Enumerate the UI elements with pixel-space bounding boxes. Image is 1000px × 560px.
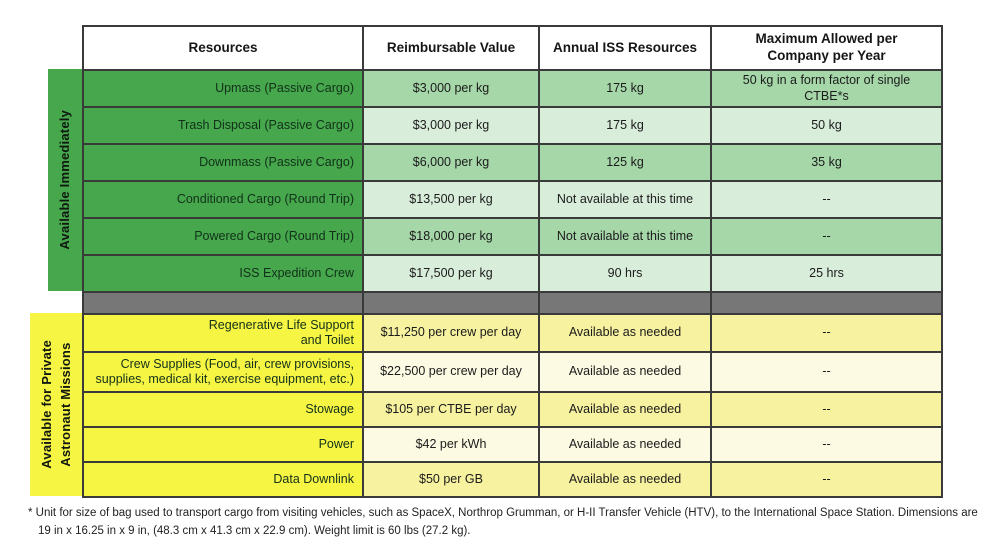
cell-resource: Power [82,426,364,464]
cell-annual: Available as needed [538,313,712,354]
cell-value: $6,000 per kg [362,143,540,183]
cell-resource: Data Downlink [82,461,364,499]
row-regenerative-life-support: Regenerative Life Support and Toilet $11… [82,313,943,354]
cell-max: -- [710,313,943,354]
cell-max: -- [710,217,943,257]
cell-annual: 125 kg [538,143,712,183]
header-row: Resources Reimbursable Value Annual ISS … [82,25,943,71]
row-iss-expedition-crew: ISS Expedition Crew $17,500 per kg 90 hr… [82,254,943,294]
cell-value: $42 per kWh [362,426,540,464]
row-trash-disposal: Trash Disposal (Passive Cargo) $3,000 pe… [82,106,943,146]
section-label-private-astronaut-missions: Available for Private Astronaut Missions [30,313,83,496]
section-label-text: Available for Private Astronaut Missions [38,340,73,469]
cell-max: 50 kg in a form factor of single CTBE*s [710,68,943,109]
separator-cell [710,291,943,316]
cell-value: $13,500 per kg [362,180,540,220]
cell-annual: Not available at this time [538,180,712,220]
separator-row [82,291,943,316]
footnote-line-2: 19 in x 16.25 in x 9 in, (48.3 cm x 41.3… [38,524,471,537]
cell-max: -- [710,461,943,499]
row-downmass: Downmass (Passive Cargo) $6,000 per kg 1… [82,143,943,183]
cell-annual: Available as needed [538,351,712,394]
cell-value: $17,500 per kg [362,254,540,294]
cell-resource: Conditioned Cargo (Round Trip) [82,180,364,220]
cell-max: 35 kg [710,143,943,183]
cell-max: -- [710,391,943,429]
cell-max: -- [710,426,943,464]
cell-annual: Not available at this time [538,217,712,257]
cell-annual: Available as needed [538,391,712,429]
separator-cell [538,291,712,316]
separator-cell [82,291,364,316]
cell-resource: Powered Cargo (Round Trip) [82,217,364,257]
cell-annual: Available as needed [538,461,712,499]
cell-resource: Stowage [82,391,364,429]
row-conditioned-cargo: Conditioned Cargo (Round Trip) $13,500 p… [82,180,943,220]
cell-max: -- [710,351,943,394]
cell-value: $3,000 per kg [362,68,540,109]
cell-annual: 175 kg [538,68,712,109]
cell-value: $18,000 per kg [362,217,540,257]
section-label-text: Available Immediately [57,110,73,250]
footnote: * Unit for size of bag used to transport… [28,505,983,541]
section-label-available-immediately: Available Immediately [48,69,83,291]
header-maximum-allowed: Maximum Allowed per Company per Year [710,25,943,71]
separator-cell [362,291,540,316]
cell-resource: Regenerative Life Support and Toilet [82,313,364,354]
cell-resource: Crew Supplies (Food, air, crew provision… [82,351,364,394]
cell-max: 25 hrs [710,254,943,294]
cell-value: $3,000 per kg [362,106,540,146]
header-reimbursable-value: Reimbursable Value [362,25,540,71]
cell-annual: 175 kg [538,106,712,146]
cell-value: $11,250 per crew per day [362,313,540,354]
header-annual-iss-resources: Annual ISS Resources [538,25,712,71]
cell-annual: 90 hrs [538,254,712,294]
cell-resource: Downmass (Passive Cargo) [82,143,364,183]
cell-value: $105 per CTBE per day [362,391,540,429]
cell-resource: Upmass (Passive Cargo) [82,68,364,109]
pricing-table: Resources Reimbursable Value Annual ISS … [82,25,943,499]
row-stowage: Stowage $105 per CTBE per day Available … [82,391,943,429]
header-resources: Resources [82,25,364,71]
cell-resource: Trash Disposal (Passive Cargo) [82,106,364,146]
cell-max: -- [710,180,943,220]
footnote-line-1: * Unit for size of bag used to transport… [28,507,978,519]
row-upmass: Upmass (Passive Cargo) $3,000 per kg 175… [82,68,943,109]
row-powered-cargo: Powered Cargo (Round Trip) $18,000 per k… [82,217,943,257]
row-power: Power $42 per kWh Available as needed -- [82,426,943,464]
cell-value: $50 per GB [362,461,540,499]
row-crew-supplies: Crew Supplies (Food, air, crew provision… [82,351,943,394]
row-data-downlink: Data Downlink $50 per GB Available as ne… [82,461,943,499]
cell-resource: ISS Expedition Crew [82,254,364,294]
cell-value: $22,500 per crew per day [362,351,540,394]
cell-max: 50 kg [710,106,943,146]
cell-annual: Available as needed [538,426,712,464]
